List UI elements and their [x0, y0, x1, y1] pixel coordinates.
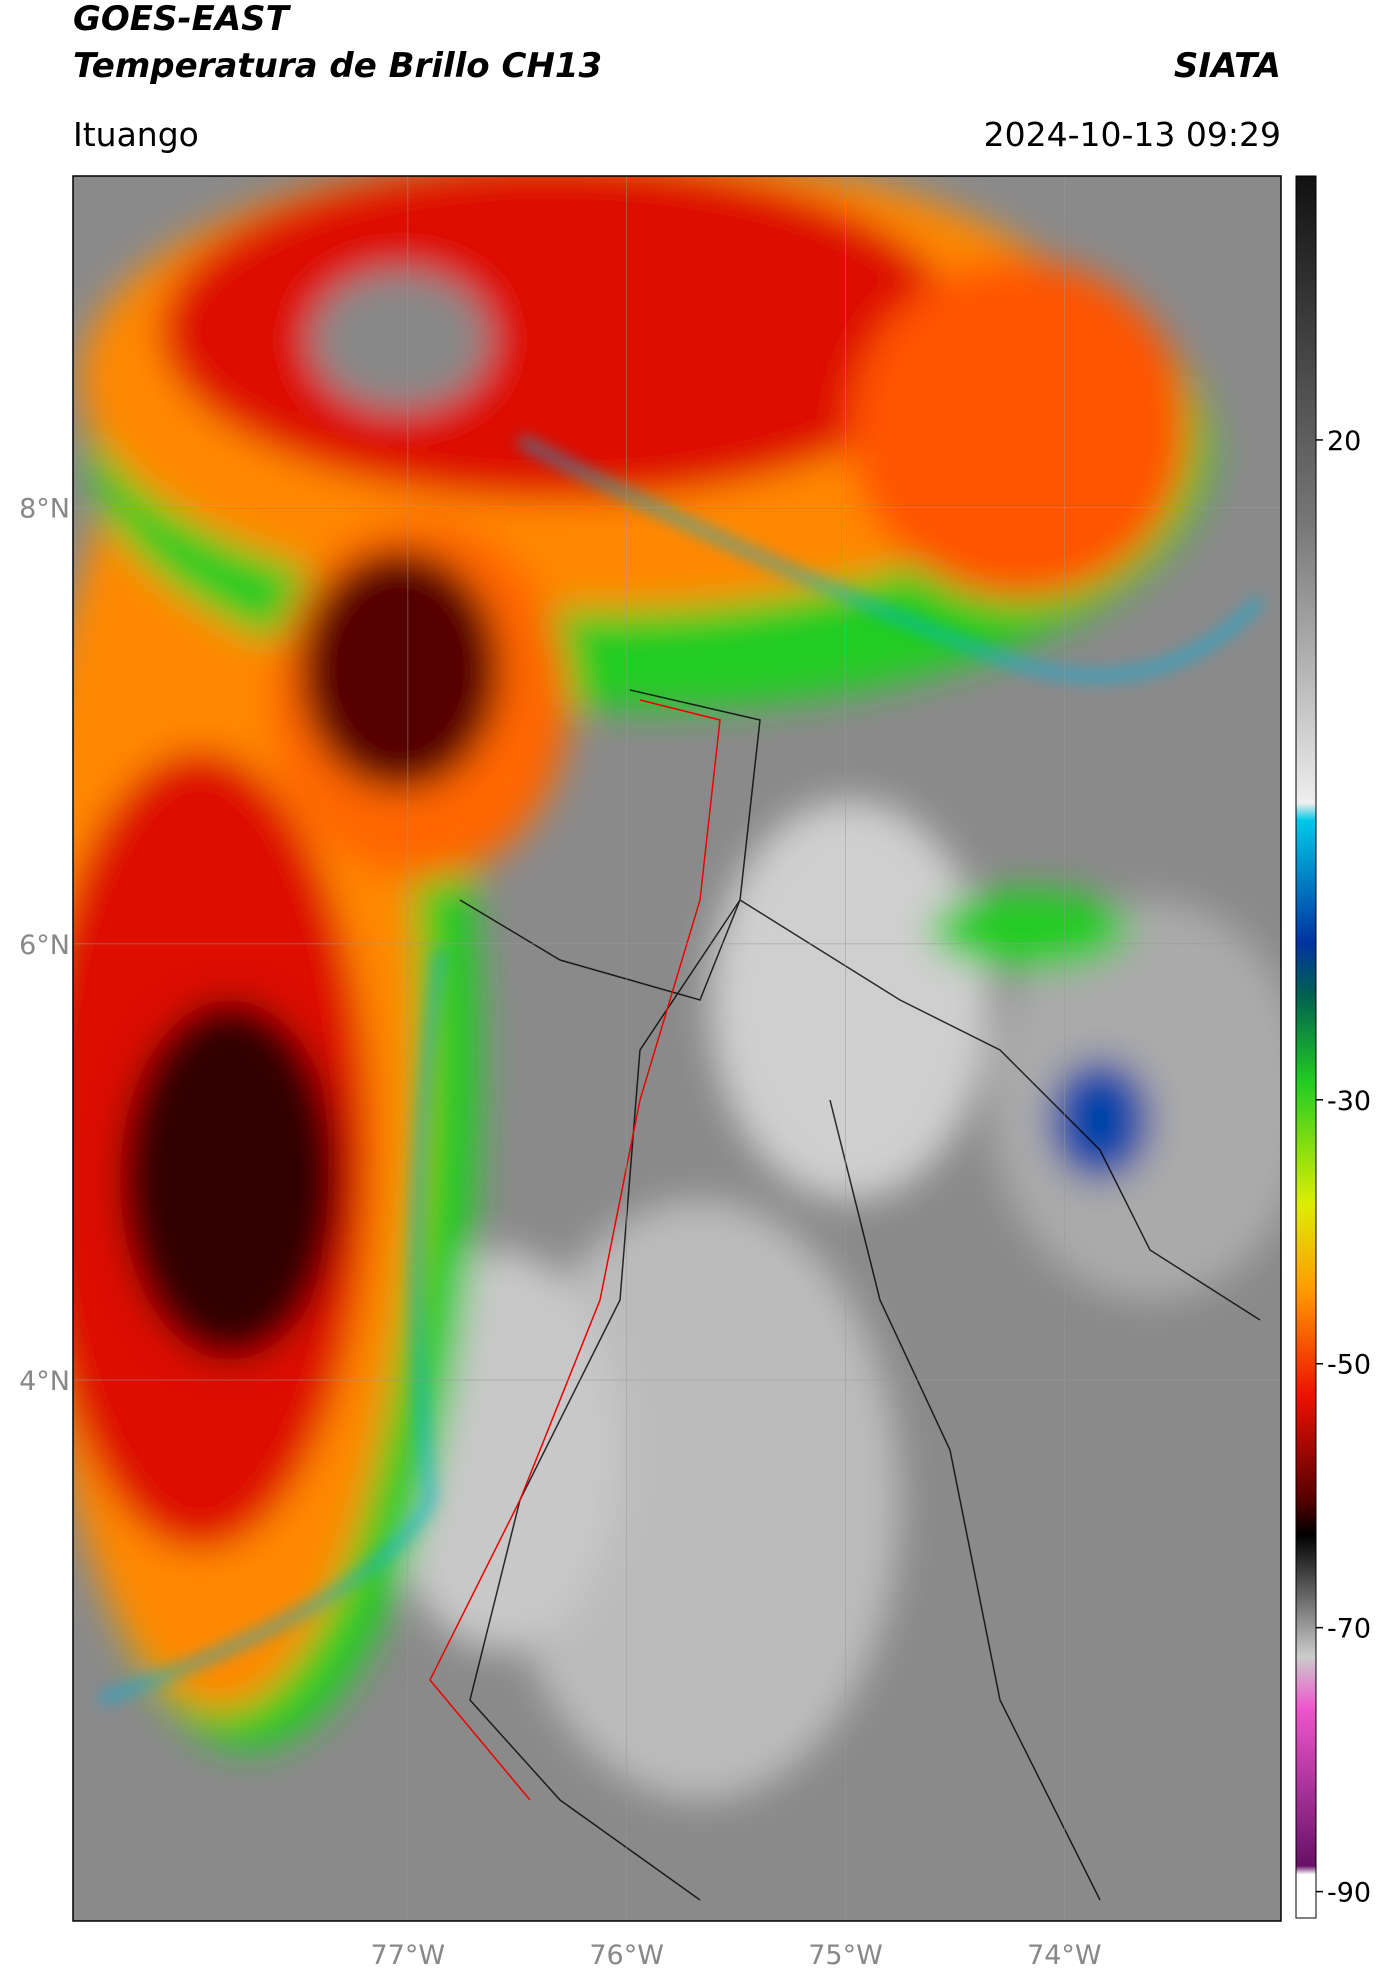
- colorbar-tick-label: -90: [1327, 1878, 1371, 1909]
- agency: SIATA: [1174, 46, 1281, 86]
- colorbar: [1295, 175, 1317, 1919]
- datetime: 2024-10-13 09:29: [984, 115, 1281, 154]
- colorbar-tick-label: -70: [1327, 1614, 1371, 1645]
- satellite-image: [73, 176, 1281, 1921]
- location: Ituango: [73, 115, 199, 154]
- y-tick-label: 6°N: [19, 930, 70, 961]
- x-tick-label: 77°W: [371, 1940, 446, 1971]
- title: GOES-EAST: [73, 0, 292, 39]
- colorbar-tick-label: -50: [1327, 1350, 1371, 1381]
- graticule: [73, 176, 1281, 1921]
- map-frame: [72, 175, 1282, 1922]
- colorbar-tick-label: 20: [1327, 426, 1361, 457]
- y-tick-label: 4°N: [19, 1366, 70, 1397]
- colorbar-tick-label: -30: [1327, 1086, 1371, 1117]
- subtitle: Temperatura de Brillo CH13: [73, 46, 602, 86]
- y-tick-label: 8°N: [19, 494, 70, 525]
- x-tick-label: 75°W: [808, 1940, 883, 1971]
- x-tick-label: 76°W: [589, 1940, 664, 1971]
- x-tick-label: 74°W: [1027, 1940, 1102, 1971]
